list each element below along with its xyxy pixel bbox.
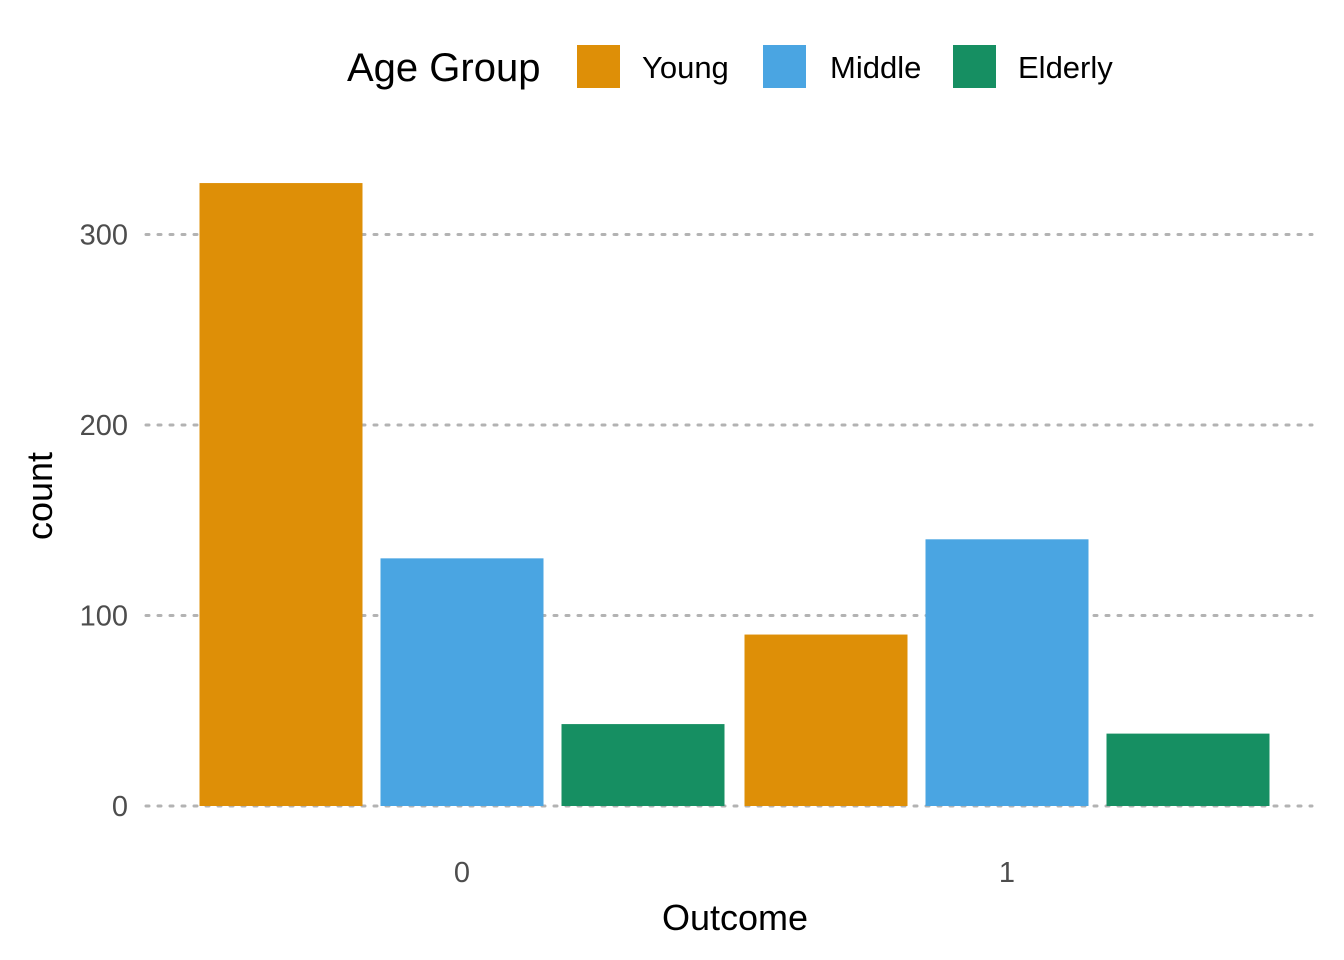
legend-title: Age Group — [347, 46, 540, 90]
y-tick-label: 0 — [112, 791, 128, 823]
y-tick-label: 100 — [80, 601, 128, 633]
y-tick-label: 300 — [80, 220, 128, 252]
legend-key-young — [577, 45, 620, 88]
x-tick-label: 0 — [454, 857, 470, 889]
y-axis-title: count — [19, 452, 60, 540]
y-tick-label: 200 — [80, 410, 128, 442]
bar-middle-0 — [380, 558, 544, 806]
bar-middle-1 — [925, 539, 1089, 806]
y-axis-ticks: 0 100 200 300 — [80, 220, 128, 824]
legend: Age Group Young Middle Elderly — [347, 45, 1113, 90]
legend-key-elderly — [953, 45, 996, 88]
bar-elderly-0 — [561, 724, 725, 806]
bar-young-0 — [199, 183, 363, 806]
legend-key-middle — [763, 45, 806, 88]
legend-label-elderly: Elderly — [1018, 50, 1113, 85]
x-tick-label: 1 — [999, 857, 1015, 889]
bars — [199, 183, 1270, 806]
legend-label-young: Young — [642, 50, 729, 85]
legend-label-middle: Middle — [830, 50, 921, 85]
x-axis-title: Outcome — [662, 897, 808, 938]
bar-young-1 — [744, 634, 908, 806]
bar-elderly-1 — [1106, 733, 1270, 806]
